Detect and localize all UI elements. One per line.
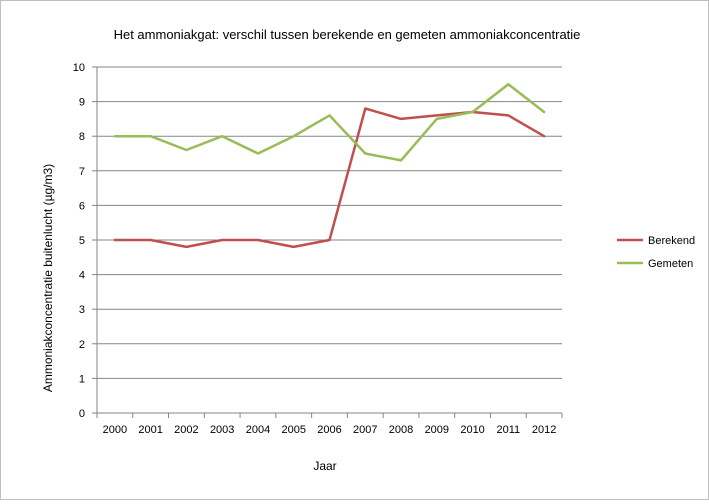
series-line-gemeten xyxy=(113,83,546,162)
legend: Berekend Gemeten xyxy=(617,235,695,270)
y-tick-label: 5 xyxy=(79,235,85,247)
x-tick-label: 2010 xyxy=(460,424,484,436)
y-tick-label: 0 xyxy=(79,408,85,420)
x-tick-label: 2006 xyxy=(317,424,341,436)
y-tick-label: 9 xyxy=(79,97,85,109)
y-tick-label: 3 xyxy=(79,304,85,316)
x-tick-label: 2007 xyxy=(353,424,377,436)
axes xyxy=(96,67,563,418)
x-tick-labels: 2000 2001 2002 2003 2004 2005 2006 2007 2008 2009… xyxy=(103,424,557,436)
y-tick-label: 4 xyxy=(79,270,85,282)
y-axis-label: Ammoniakconcentratie buitenlucht (µg/m3) xyxy=(41,164,55,392)
y-tick-label: 2 xyxy=(79,339,85,351)
y-tick-label: 1 xyxy=(79,373,85,385)
legend-label-berekend: Berekend xyxy=(648,235,695,247)
x-axis-label: Jaar xyxy=(313,459,336,473)
y-tick-label: 7 xyxy=(79,166,85,178)
x-tick-label: 2008 xyxy=(389,424,413,436)
series-lines xyxy=(113,83,546,249)
x-tick-label: 2011 xyxy=(497,424,521,436)
x-tick-label: 2002 xyxy=(174,424,198,436)
x-tick-label: 2005 xyxy=(281,424,305,436)
gridlines xyxy=(92,66,562,414)
series-line-berekend xyxy=(113,107,546,249)
x-tick-label: 2001 xyxy=(138,424,162,436)
y-tick-labels: 0 1 2 3 4 5 6 7 8 9 10 xyxy=(73,62,85,420)
x-tick-label: 2004 xyxy=(246,424,270,436)
x-tick-label: 2009 xyxy=(425,424,449,436)
y-tick-label: 6 xyxy=(79,200,85,212)
legend-label-gemeten: Gemeten xyxy=(648,258,693,270)
chart-title: Het ammoniakgat: verschil tussen bereken… xyxy=(114,27,581,42)
y-tick-label: 8 xyxy=(79,131,85,143)
y-tick-label: 10 xyxy=(73,62,85,74)
x-tick-label: 2000 xyxy=(103,424,127,436)
x-tick-label: 2012 xyxy=(532,424,556,436)
x-tick-label: 2003 xyxy=(210,424,234,436)
